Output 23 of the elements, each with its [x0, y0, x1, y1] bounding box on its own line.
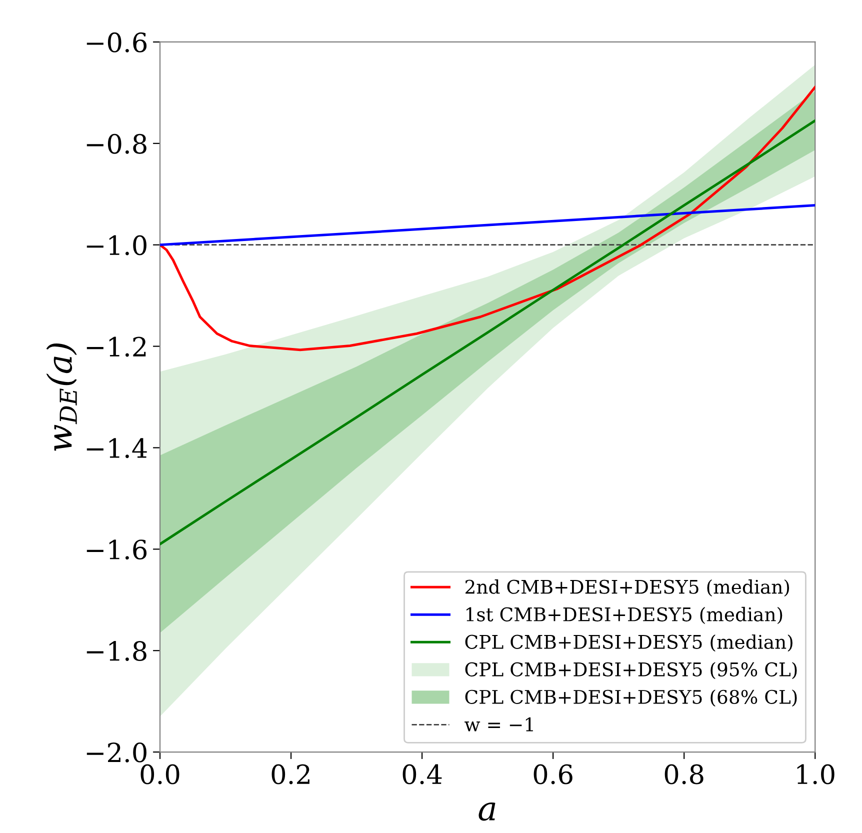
line-series [160, 86, 816, 352]
x-tick-label: 0.0 [140, 764, 180, 784]
y-tick-label: −1.6 [86, 540, 147, 560]
y-axis-title: w$_{DE}$(a) [46, 343, 77, 451]
y-tick-label: −1.2 [86, 336, 146, 357]
x-tick-label: 0.4 [402, 764, 442, 784]
x-tick-label: 0.2 [272, 764, 310, 784]
y-tick-label: −1.8 [86, 641, 146, 661]
x-axis-title: a [478, 802, 496, 821]
y-tick-label: −1.4 [86, 438, 147, 458]
legend-label: CPL CMB+DESI+DESY5 (95% CL) [465, 662, 797, 680]
y-tick-label: −0.8 [86, 134, 146, 154]
x-tick-label: 0.6 [534, 764, 572, 784]
legend-label: 1st CMB+DESI+DESY5 (median) [466, 606, 782, 624]
legend-label: w = −1 [464, 717, 533, 732]
y-tick-label: −1.0 [86, 235, 146, 256]
x-tick-label: 1.0 [797, 764, 834, 784]
x-tick-label: 0.8 [664, 764, 704, 784]
legend-label: CPL CMB+DESI+DESY5 (median) [465, 634, 792, 652]
legend-label: 2nd CMB+DESI+DESY5 (median) [466, 579, 790, 597]
legend-label: CPL CMB+DESI+DESY5 (68% CL) [465, 689, 797, 707]
y-tick-label: −2.0 [86, 742, 146, 762]
y-tick-label: −0.6 [86, 32, 147, 52]
